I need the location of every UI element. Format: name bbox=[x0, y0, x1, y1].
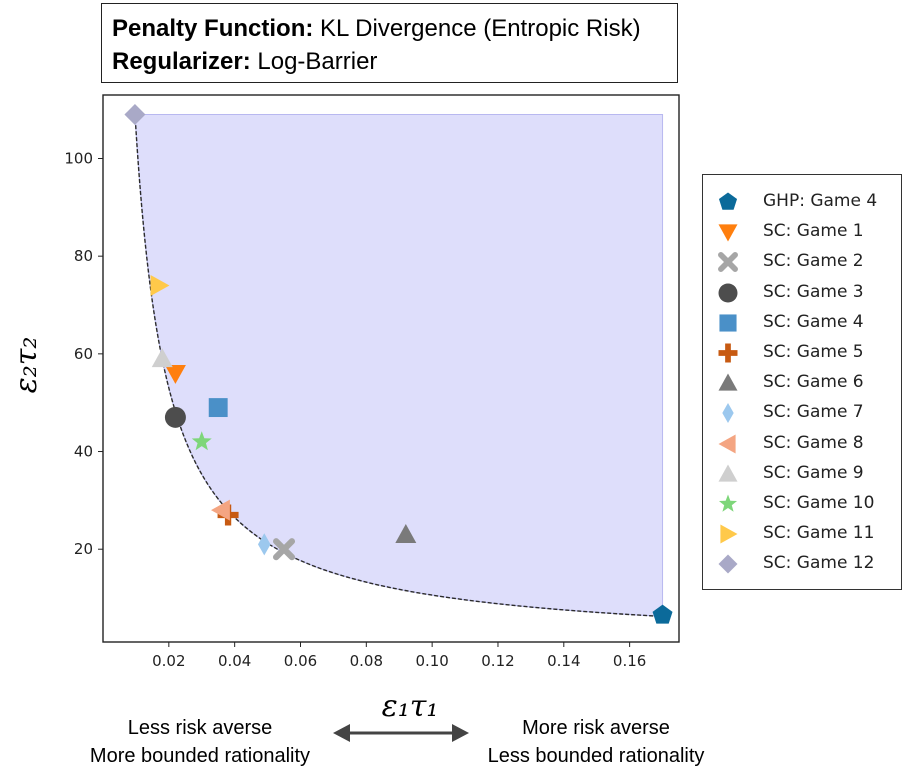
data-point-1 bbox=[652, 604, 673, 624]
legend-marker-shape bbox=[718, 252, 738, 273]
legend-marker-shape bbox=[722, 403, 734, 424]
legend-marker bbox=[718, 192, 738, 210]
legend-label: SC: Game 2 bbox=[763, 251, 864, 272]
data-point-12 bbox=[150, 274, 170, 296]
frontier-curve bbox=[134, 113, 663, 618]
data-point-11 bbox=[191, 431, 212, 451]
data-point-10 bbox=[151, 348, 173, 368]
y-tick-label: 20 bbox=[74, 540, 93, 558]
legend-marker bbox=[718, 343, 738, 363]
legend-item: SC: Game 7 bbox=[703, 398, 903, 428]
left-annotation-line1: Less risk averse bbox=[127, 717, 273, 739]
legend-label: SC: Game 11 bbox=[763, 523, 875, 544]
legend-marker-shape bbox=[718, 343, 738, 363]
legend-label: SC: Game 8 bbox=[763, 432, 864, 453]
data-point-13 bbox=[124, 104, 146, 126]
legend-marker bbox=[718, 434, 736, 454]
x-tick-label: 0.14 bbox=[547, 652, 580, 670]
legend-marker bbox=[719, 314, 737, 332]
legend-marker-shape bbox=[718, 434, 736, 454]
data-point-7 bbox=[395, 524, 417, 543]
plot-frame bbox=[102, 94, 680, 643]
legend-item: GHP: Game 4 bbox=[703, 187, 903, 217]
legend-label: SC: Game 10 bbox=[763, 493, 875, 513]
y-tick-label: 80 bbox=[74, 247, 93, 265]
legend-item: SC: Game 1 bbox=[703, 217, 903, 247]
legend-item: SC: Game 8 bbox=[703, 429, 903, 459]
legend-label: SC: Game 1 bbox=[763, 221, 864, 242]
legend-marker-shape bbox=[719, 314, 737, 332]
penalty-line: Penalty Function: KL Divergence (Entropi… bbox=[112, 12, 669, 45]
penalty-value: KL Divergence (Entropic Risk) bbox=[320, 15, 641, 42]
x-tick-label: 0.02 bbox=[152, 652, 185, 670]
regularizer-label: Regularizer: bbox=[112, 48, 251, 75]
legend-marker bbox=[718, 373, 738, 391]
data-point-2 bbox=[164, 364, 186, 384]
data-point-9 bbox=[210, 499, 230, 521]
x-tick-label: 0.08 bbox=[350, 652, 383, 670]
legend-item: SC: Game 4 bbox=[703, 308, 903, 338]
x-tick-label: 0.16 bbox=[613, 652, 646, 670]
left-annotation: Less risk averse More bounded rationalit… bbox=[70, 714, 330, 770]
y-tick-label: 100 bbox=[64, 149, 93, 167]
legend-marker bbox=[718, 283, 738, 303]
legend-item: SC: Game 11 bbox=[703, 519, 903, 549]
x-tick-label: 0.04 bbox=[218, 652, 251, 670]
legend-item: SC: Game 10 bbox=[703, 489, 903, 519]
data-point-8 bbox=[257, 533, 271, 556]
legend-label: SC: Game 7 bbox=[763, 402, 864, 423]
regularizer-line: Regularizer: Log-Barrier bbox=[112, 45, 669, 78]
x-tick-label: 0.06 bbox=[284, 652, 317, 670]
legend-label: SC: Game 5 bbox=[763, 342, 864, 362]
right-annotation: More risk averse Less bounded rationalit… bbox=[466, 714, 726, 770]
legend-marker bbox=[718, 224, 738, 242]
legend-label: SC: Game 3 bbox=[763, 281, 864, 302]
direction-arrow-left-head bbox=[333, 724, 350, 742]
regularizer-value: Log-Barrier bbox=[257, 48, 378, 75]
x-axis-label: ε₁τ₁ bbox=[382, 689, 439, 724]
chart-legend: GHP: Game 4 SC: Game 1 SC: Game 2 SC: Game … bbox=[702, 174, 902, 590]
legend-marker bbox=[718, 554, 738, 574]
legend-label: GHP: Game 4 bbox=[763, 191, 878, 211]
y-axis-label: ε₂τ₂ bbox=[9, 337, 44, 394]
legend-item: SC: Game 3 bbox=[703, 278, 903, 308]
legend-item: SC: Game 2 bbox=[703, 247, 903, 277]
y-tick-label: 40 bbox=[74, 443, 93, 461]
data-point-5 bbox=[208, 398, 228, 418]
data-point-3 bbox=[273, 538, 296, 561]
data-point-4 bbox=[164, 406, 186, 428]
legend-marker-shape bbox=[718, 224, 738, 242]
right-annotation-line1: More risk averse bbox=[522, 717, 670, 739]
y-tick-label: 60 bbox=[74, 345, 93, 363]
chart-title-box: Penalty Function: KL Divergence (Entropi… bbox=[101, 3, 678, 83]
legend-marker bbox=[720, 524, 738, 544]
legend-marker-shape bbox=[720, 524, 738, 544]
legend-marker-shape bbox=[718, 192, 738, 210]
legend-label: SC: Game 12 bbox=[763, 553, 875, 574]
legend-marker bbox=[722, 403, 734, 424]
legend-marker-shape bbox=[718, 494, 738, 512]
x-tick-label: 0.10 bbox=[415, 652, 448, 670]
legend-marker bbox=[718, 464, 738, 482]
right-annotation-line2: Less bounded rationality bbox=[487, 745, 705, 767]
penalty-label: Penalty Function: bbox=[112, 15, 314, 42]
legend-label: SC: Game 9 bbox=[763, 462, 864, 483]
legend-marker bbox=[718, 252, 738, 273]
legend-item: SC: Game 5 bbox=[703, 338, 903, 368]
legend-marker-shape bbox=[718, 464, 738, 482]
legend-marker bbox=[718, 494, 738, 512]
direction-arrow-right-head bbox=[452, 724, 469, 742]
x-tick-label: 0.12 bbox=[481, 652, 514, 670]
legend-label: SC: Game 6 bbox=[763, 372, 864, 393]
legend-marker-shape bbox=[718, 373, 738, 391]
legend-item: SC: Game 6 bbox=[703, 368, 903, 398]
left-annotation-line2: More bounded rationality bbox=[89, 745, 311, 767]
legend-label: SC: Game 4 bbox=[763, 311, 864, 332]
legend-item: SC: Game 12 bbox=[703, 549, 903, 579]
legend-item: SC: Game 9 bbox=[703, 459, 903, 489]
legend-marker-shape bbox=[718, 283, 738, 303]
legend-marker-shape bbox=[718, 554, 738, 574]
